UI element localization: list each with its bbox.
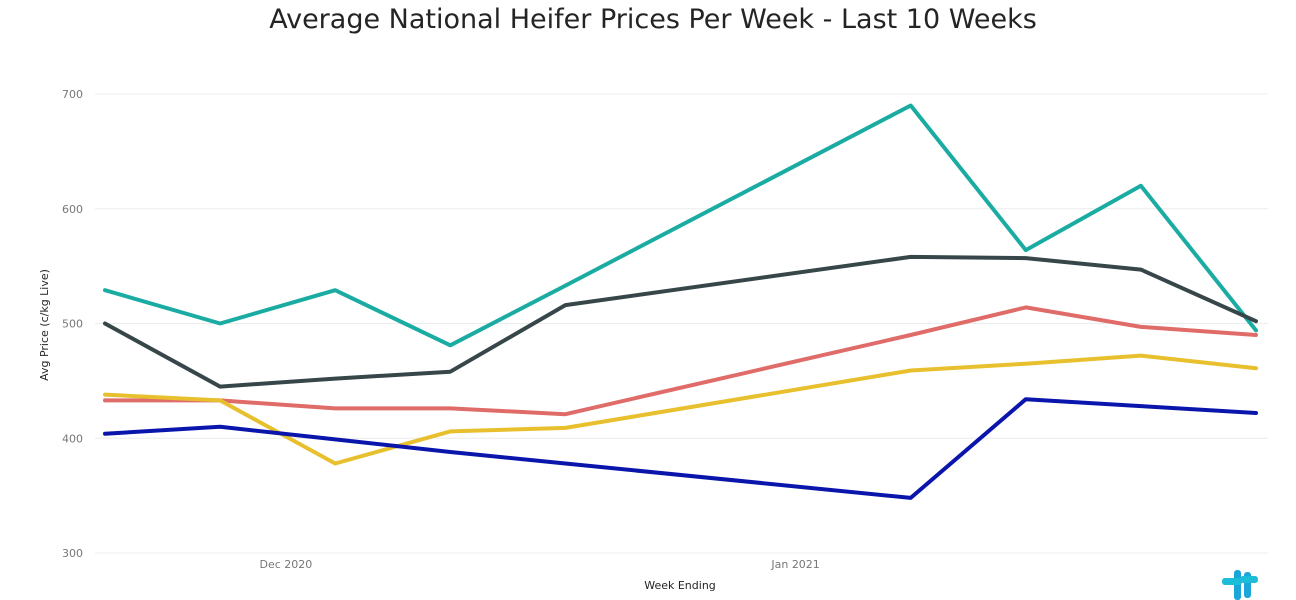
series-line-2: [103, 254, 1258, 389]
series-line-4: [103, 353, 1258, 466]
y-tick-label: 700: [62, 88, 83, 101]
x-tick-label: Dec 2020: [259, 558, 312, 571]
series-lines: [103, 103, 1258, 500]
logo-icon: [1222, 570, 1258, 600]
y-tick-label: 600: [62, 203, 83, 216]
series-line-1: [103, 103, 1258, 348]
series-line-3: [103, 305, 1258, 417]
y-axis-label: Avg Price (c/kg Live): [38, 269, 51, 381]
series-line-5: [103, 397, 1258, 500]
chart-title: Average National Heifer Prices Per Week …: [269, 4, 1037, 35]
y-tick-label: 300: [62, 547, 83, 560]
y-tick-label: 500: [62, 318, 83, 331]
y-tick-label: 400: [62, 432, 83, 445]
x-tick-label: Jan 2021: [770, 558, 819, 571]
gridlines: [95, 93, 1268, 554]
x-axis-label: Week Ending: [644, 579, 716, 592]
y-axis-ticks: 300 400 500 600 700: [62, 88, 83, 560]
x-axis-ticks: Dec 2020 Jan 2021: [259, 558, 819, 571]
